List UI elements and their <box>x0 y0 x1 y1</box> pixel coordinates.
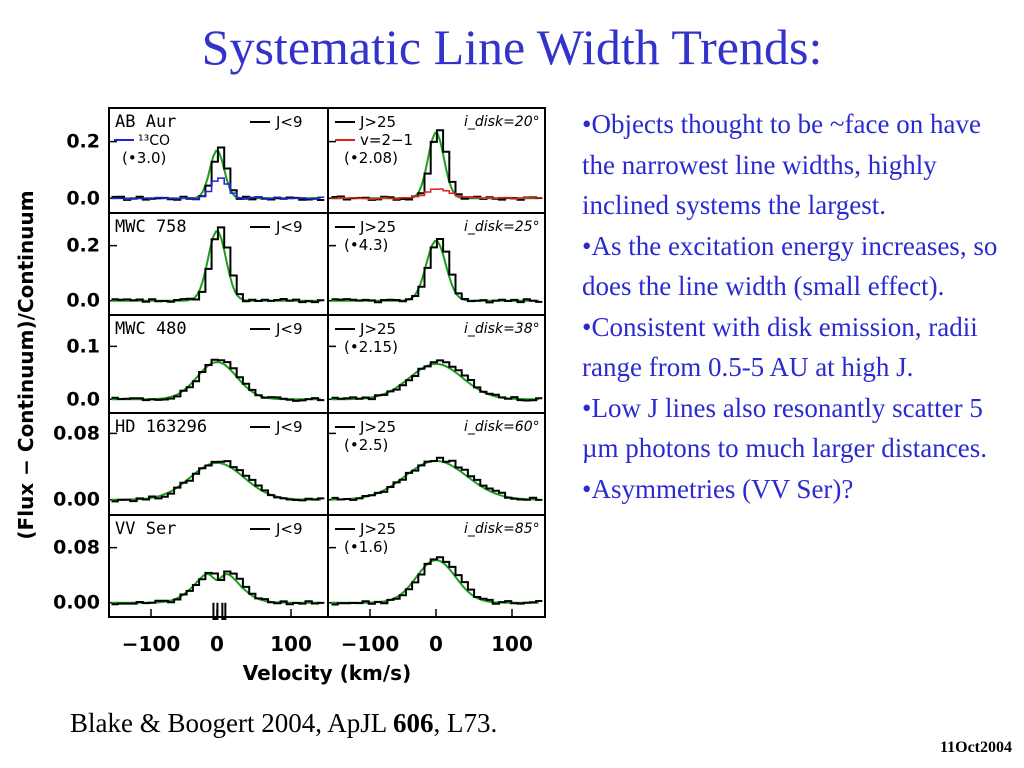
inclination-label: i_disk=85° <box>464 521 540 537</box>
y-tick-label: 0.00 <box>53 489 100 511</box>
citation: Blake & Boogert 2004, ApJL 606, L73. <box>70 708 497 739</box>
legend-label: J<9 <box>275 520 303 538</box>
scale-factor: (•2.5) <box>344 436 388 454</box>
citation-pages: , L73. <box>433 708 498 738</box>
y-tick-label: 0.0 <box>66 187 100 209</box>
x-tick-label: −100 <box>122 632 181 656</box>
object-name: MWC 480 <box>115 319 187 339</box>
bullet-item: •Low J lines also resonantly scatter 5 µ… <box>582 392 987 464</box>
legend-label: J>25 <box>359 418 396 436</box>
slide-title: Systematic Line Width Trends: <box>201 19 823 75</box>
bullet-item: •Objects thought to be ~face on have the… <box>582 109 981 220</box>
legend-label: J>25 <box>359 113 396 131</box>
legend-label: ¹³CO <box>138 133 170 149</box>
scale-factor: (•2.08) <box>344 149 398 167</box>
slide-date: 11Oct2004 <box>940 739 1012 756</box>
inclination-label: i_disk=20° <box>464 114 540 130</box>
citation-text: Blake & Boogert 2004, ApJL <box>70 708 393 738</box>
x-tick-label: 100 <box>270 632 312 656</box>
legend-label: J<9 <box>275 113 303 131</box>
object-name: HD 163296 <box>115 417 207 437</box>
spectrum-line <box>111 460 325 503</box>
y-tick-label: 0.00 <box>53 592 100 614</box>
inclination-label: i_disk=60° <box>464 419 540 435</box>
inclination-label: i_disk=38° <box>464 321 540 337</box>
spectrum-line <box>111 570 325 606</box>
x-tick-label: 0 <box>429 632 443 656</box>
citation-volume: 606 <box>392 708 434 738</box>
spectra-figure-svg: 0.20.0AB Aur J<9 J>25v=2−1(•2.08)i_disk=20… <box>14 107 546 685</box>
model-fit-line <box>331 460 539 501</box>
y-tick-label: 0.2 <box>66 235 100 257</box>
x-tick-label: −100 <box>341 632 400 656</box>
legend-label: v=2−1 <box>360 131 413 149</box>
spectrum-line <box>331 359 543 402</box>
legend-label: J<9 <box>275 320 303 338</box>
v21-spectrum-line <box>331 188 543 200</box>
y-tick-label: 0.1 <box>66 335 100 357</box>
legend-label: J>25 <box>359 520 396 538</box>
object-name: AB Aur <box>115 112 176 132</box>
y-tick-label: 0.2 <box>66 131 100 153</box>
model-fit-line <box>331 362 539 401</box>
y-tick-label: 0.08 <box>53 537 100 559</box>
bullet-list: •Objects thought to be ~face on have the… <box>582 104 1012 509</box>
spectrum-line <box>111 358 325 402</box>
y-axis-label: (Flux − Continuum)/Continuum <box>14 190 38 539</box>
legend-label: J>25 <box>359 218 396 236</box>
model-fit-line <box>111 572 321 604</box>
x-tick-label: 100 <box>491 632 533 656</box>
inclination-label: i_disk=25° <box>464 219 540 235</box>
legend-label: J>25 <box>359 320 396 338</box>
spectrum-line <box>111 226 325 304</box>
y-tick-label: 0.0 <box>66 290 100 312</box>
legend-label: J<9 <box>275 218 303 236</box>
y-tick-label: 0.08 <box>53 422 100 444</box>
bullet-item: •Asymmetries (VV Ser)? <box>582 473 854 504</box>
scale-factor: (•2.15) <box>344 338 398 356</box>
model-fit-line <box>111 361 321 401</box>
object-name: MWC 758 <box>115 217 187 237</box>
x-axis-label: Velocity (km/s) <box>243 661 411 685</box>
spectra-figure: 0.2 0.0 AB Aur J<9 J>25 v=2−1 (•2.08) i_disk=20… <box>0 100 560 700</box>
model-fit-line <box>331 559 539 604</box>
x-tick-label: 0 <box>210 632 224 656</box>
spectrum-line <box>331 456 543 501</box>
bullet-item: •Consistent with disk emission, radii ra… <box>582 311 978 383</box>
object-name: VV Ser <box>115 519 176 539</box>
scale-factor: (•1.6) <box>344 538 388 556</box>
model-fit-line <box>111 461 321 501</box>
scale-factor: (•3.0) <box>122 149 166 167</box>
spectrum-line <box>331 556 543 606</box>
co13-spectrum-line <box>111 177 325 200</box>
spectrum-line <box>331 238 543 304</box>
model-fit-line <box>111 230 321 302</box>
scale-factor: (•4.3) <box>344 236 388 254</box>
y-tick-label: 0.0 <box>66 388 100 410</box>
legend-label: J<9 <box>275 418 303 436</box>
bullet-item: •As the excitation energy increases, so … <box>582 230 998 302</box>
